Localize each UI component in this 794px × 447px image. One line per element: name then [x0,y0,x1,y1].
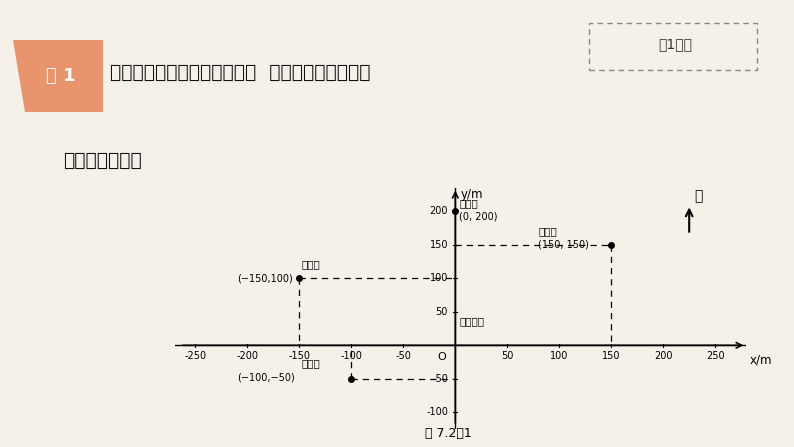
Text: -50: -50 [432,374,448,384]
Text: 湖心亭: 湖心亭 [302,260,320,270]
Text: -150: -150 [288,350,310,361]
Text: -100: -100 [341,350,362,361]
Text: 250: 250 [706,350,724,361]
Text: 50: 50 [436,307,448,317]
Text: -200: -200 [237,350,258,361]
Text: O: O [437,352,446,362]
Text: 图 7.2－1: 图 7.2－1 [426,427,472,440]
Text: 200: 200 [654,350,673,361]
Text: (−150,100): (−150,100) [237,274,293,283]
Text: 150: 150 [602,350,620,361]
Text: 北: 北 [695,189,703,203]
Text: 育德泉: 育德泉 [460,198,478,208]
Text: 根据下面的条件画一幅示意图  并在图中标出各个景: 根据下面的条件画一幅示意图 并在图中标出各个景 [110,63,370,81]
Text: 知1－练: 知1－练 [658,38,692,52]
Text: x/m: x/m [750,353,772,367]
Text: 50: 50 [501,350,514,361]
Text: (−100,−50): (−100,−50) [237,372,295,382]
Text: -100: -100 [426,407,448,417]
Text: 100: 100 [430,273,448,283]
FancyBboxPatch shape [589,23,757,70]
Text: 中心广场: 中心广场 [460,316,484,326]
Text: (0, 200): (0, 200) [460,211,498,221]
Text: (150, 150): (150, 150) [538,239,589,249]
Text: 150: 150 [430,240,448,250]
Text: 菊花园: 菊花园 [538,226,557,236]
Text: y/m: y/m [461,188,483,202]
Text: 例 1: 例 1 [45,67,75,85]
Text: 松风亭: 松风亭 [302,358,320,368]
Text: -50: -50 [395,350,411,361]
Text: -250: -250 [184,350,206,361]
Text: 点的位置和坐标: 点的位置和坐标 [64,152,142,170]
Text: 200: 200 [430,206,448,216]
Text: 100: 100 [550,350,569,361]
Polygon shape [13,40,103,112]
